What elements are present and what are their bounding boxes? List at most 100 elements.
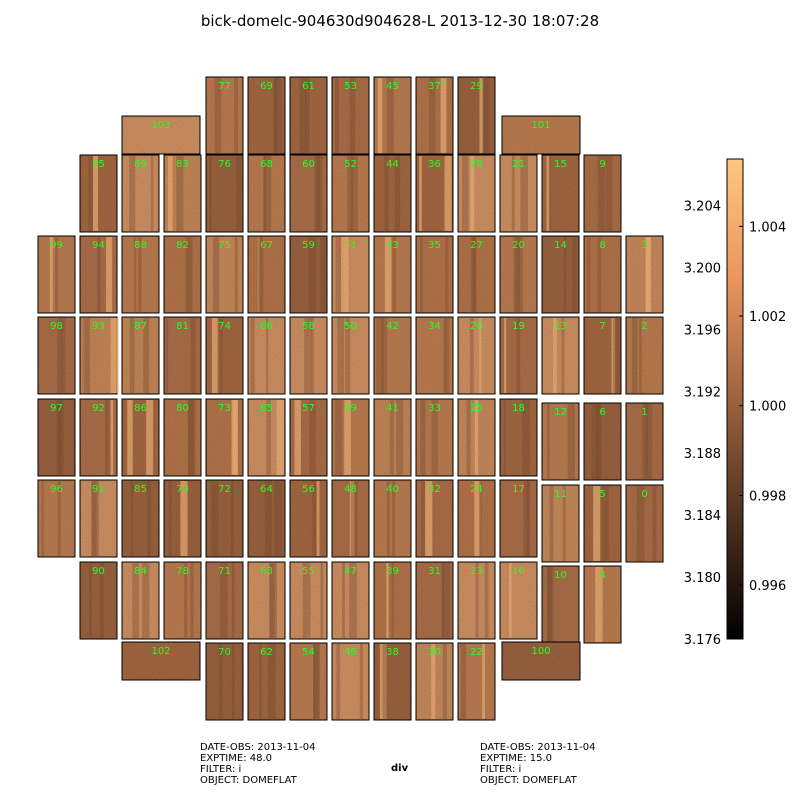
ccd-chip-3: 3: [625, 235, 664, 314]
chip-label-16: 16: [512, 566, 525, 577]
ccd-chip-9: 9: [583, 154, 622, 233]
chip-label-98: 98: [50, 321, 63, 332]
chip-label-45: 45: [386, 81, 399, 92]
colorbar: 0.996 0.998 1.000 1.002 1.004 3.176 3.180 3.184…: [684, 158, 786, 648]
chip-label-100: 100: [531, 646, 550, 657]
chip-label-75: 75: [218, 240, 231, 251]
chip-label-23: 23: [470, 566, 483, 577]
ccd-chip-81: 81: [163, 316, 202, 395]
chip-label-20: 20: [512, 240, 525, 251]
exptime-right: EXPTIME: 15.0: [480, 753, 553, 764]
ccd-chip-32: 32: [415, 479, 454, 558]
ccd-chip-75: 75: [205, 235, 244, 314]
ccd-chip-80: 80: [163, 398, 202, 477]
chip-label-64: 64: [260, 484, 273, 495]
ccd-chip-71: 71: [205, 561, 244, 640]
colorbar-tick-label: 0.996: [749, 579, 786, 594]
ccd-chip-24: 24: [457, 479, 496, 558]
date-obs-right: DATE-OBS: 2013-11-04: [480, 742, 596, 753]
chip-label-49: 49: [344, 403, 357, 414]
ccd-chip-39: 39: [373, 561, 412, 640]
chip-label-42: 42: [386, 321, 399, 332]
chip-label-95: 95: [92, 159, 105, 170]
chip-label-99: 99: [50, 240, 63, 251]
date-obs-left: DATE-OBS: 2013-11-04: [200, 742, 316, 753]
ccd-chip-64: 64: [247, 479, 286, 558]
ccd-chip-76: 76: [205, 154, 244, 233]
ccd-chip-6: 6: [583, 402, 622, 481]
chip-label-36: 36: [428, 159, 441, 170]
ccd-chip-53: 53: [331, 76, 370, 155]
colorbar-gradient: [726, 158, 744, 640]
ccd-chip-52: 52: [331, 154, 370, 233]
ccd-chip-7: 7: [583, 316, 622, 395]
colorbar-secondary-tick-label: 3.184: [684, 509, 721, 524]
ccd-chip-51: 51: [331, 235, 370, 314]
ccd-chip-85: 85: [121, 479, 160, 558]
ccd-chip-11: 11: [541, 484, 580, 563]
ccd-chip-70: 70: [205, 642, 244, 721]
ccd-chip-102: 102: [121, 641, 201, 681]
ccd-chip-10: 10: [541, 565, 580, 644]
colorbar-tick-label: 1.004: [749, 220, 786, 235]
chip-label-27: 27: [470, 240, 483, 251]
ccd-chip-43: 43: [373, 235, 412, 314]
ccd-chip-59: 59: [289, 235, 328, 314]
chip-label-92: 92: [92, 403, 105, 414]
colorbar-secondary-tick-label: 3.188: [684, 447, 721, 462]
chip-label-13: 13: [554, 321, 567, 332]
chip-label-79: 79: [176, 484, 189, 495]
ccd-chip-66: 66: [247, 316, 286, 395]
chip-label-90: 90: [92, 566, 105, 577]
chip-label-91: 91: [92, 484, 105, 495]
chip-label-31: 31: [428, 566, 441, 577]
ccd-chip-22: 22: [457, 642, 496, 721]
chip-label-28: 28: [470, 159, 483, 170]
colorbar-tick-label: 1.002: [749, 310, 786, 325]
chip-label-53: 53: [344, 81, 357, 92]
ccd-chip-86: 86: [121, 398, 160, 477]
ccd-chip-79: 79: [163, 479, 202, 558]
chip-label-18: 18: [512, 403, 525, 414]
chip-label-48: 48: [344, 484, 357, 495]
chip-label-60: 60: [302, 159, 315, 170]
ccd-chip-38: 38: [373, 642, 412, 721]
ccd-chip-25: 25: [457, 398, 496, 477]
ccd-chip-96: 96: [37, 479, 76, 558]
chip-label-34: 34: [428, 321, 441, 332]
chip-label-52: 52: [344, 159, 357, 170]
chip-label-58: 58: [302, 321, 315, 332]
chip-label-50: 50: [344, 321, 357, 332]
ccd-chip-65: 65: [247, 398, 286, 477]
ccd-chip-23: 23: [457, 561, 496, 640]
ccd-chip-90: 90: [79, 561, 118, 640]
chip-label-59: 59: [302, 240, 315, 251]
ccd-chip-28: 28: [457, 154, 496, 233]
chip-label-72: 72: [218, 484, 231, 495]
chip-label-68: 68: [260, 159, 273, 170]
chip-label-9: 9: [599, 159, 605, 170]
ccd-chip-27: 27: [457, 235, 496, 314]
ccd-chip-4: 4: [583, 565, 622, 644]
chip-label-19: 19: [512, 321, 525, 332]
metadata-right: DATE-OBS: 2013-11-04 EXPTIME: 15.0 FILTER:…: [480, 742, 595, 786]
ccd-chip-95: 95: [79, 154, 118, 233]
chip-label-65: 65: [260, 403, 273, 414]
ccd-chip-77: 77: [205, 76, 244, 155]
chip-label-14: 14: [554, 240, 567, 251]
object-right: OBJECT: DOMEFLAT: [480, 775, 577, 786]
colorbar-secondary-tick-label: 3.200: [684, 261, 721, 276]
ccd-chip-97: 97: [37, 398, 76, 477]
ccd-chip-83: 83: [163, 154, 202, 233]
ccd-chip-58: 58: [289, 316, 328, 395]
object-left: OBJECT: DOMEFLAT: [200, 775, 297, 786]
chip-label-101: 101: [531, 120, 550, 131]
ccd-chip-5: 5: [583, 484, 622, 563]
colorbar-secondary-tick-label: 3.180: [684, 571, 721, 586]
colorbar-secondary-tick-label: 3.192: [684, 385, 721, 400]
chip-label-67: 67: [260, 240, 273, 251]
ccd-chip-54: 54: [289, 642, 328, 721]
colorbar-secondary-tick-label: 3.204: [684, 199, 721, 214]
ccd-chip-44: 44: [373, 154, 412, 233]
chip-label-83: 83: [176, 159, 189, 170]
